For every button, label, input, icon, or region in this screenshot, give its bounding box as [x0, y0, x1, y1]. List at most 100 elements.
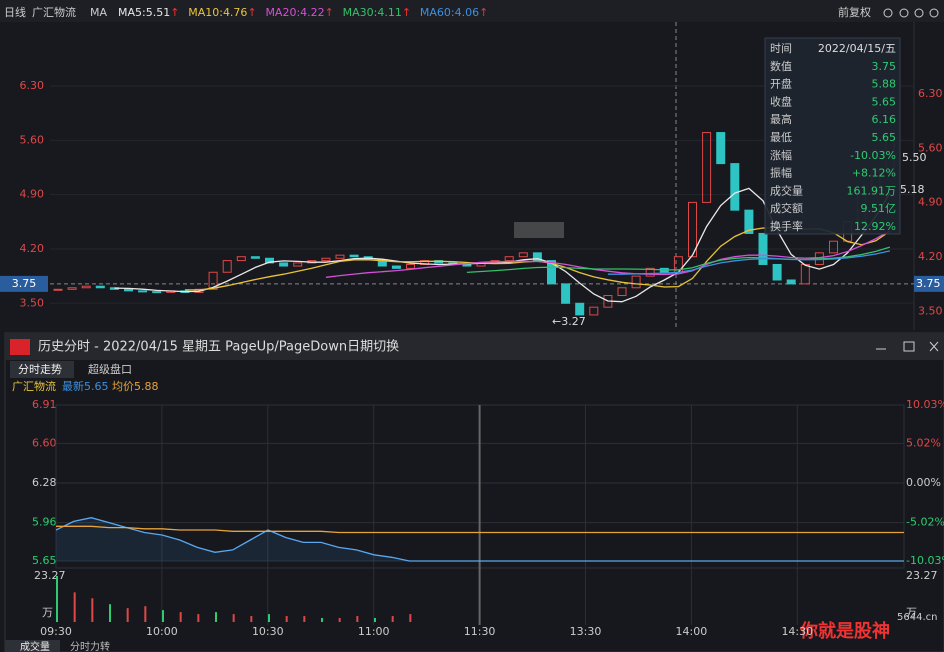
candle	[758, 232, 768, 265]
tooltip-key: 换手率	[770, 219, 803, 233]
volume-bar	[232, 614, 235, 622]
tooltip-value: -10.03%	[850, 149, 896, 162]
y-tick-label-right: 4.20	[918, 250, 943, 263]
tab[interactable]: 分时走势	[18, 363, 62, 376]
pct-label: -10.03%	[906, 554, 944, 567]
candle	[321, 257, 331, 262]
y-tick-label: 5.65	[32, 554, 57, 567]
candle	[138, 290, 148, 293]
candle	[67, 287, 77, 290]
ma-value: MA60:4.06	[420, 6, 479, 19]
tooltip	[764, 37, 901, 235]
tooltip-key: 成交量	[770, 183, 803, 197]
volume-bar	[144, 606, 147, 622]
time-label: 09:30	[40, 625, 72, 638]
candle	[53, 288, 63, 291]
vol-top-right: 23.27	[906, 569, 938, 582]
y-tick-label: 3.50	[20, 296, 45, 309]
ma-arrow: ↑	[479, 6, 488, 19]
volume-bar	[409, 614, 412, 622]
candle	[561, 283, 571, 304]
y-tick-label: 6.91	[32, 398, 57, 411]
vol-unit: 万	[42, 606, 53, 619]
vol-unit-right: 万	[906, 606, 917, 619]
watermark: 你就是股神	[799, 620, 890, 642]
y-tick-label: 5.96	[32, 516, 57, 529]
volume-bar	[109, 604, 111, 622]
tooltip-key: 收盘	[770, 94, 792, 108]
info-latest: 最新5.65	[62, 379, 109, 393]
volume-bar	[321, 618, 323, 622]
candle	[462, 263, 472, 267]
tooltip-value: 6.16	[872, 113, 897, 126]
candle	[250, 256, 260, 259]
time-label: 11:30	[464, 625, 496, 638]
volume-bar	[126, 608, 129, 622]
candle	[716, 132, 726, 165]
ma-value: MA5:5.51	[118, 6, 170, 19]
maximize[interactable]	[903, 341, 915, 352]
y-tick-label-right: 6.30	[918, 87, 943, 100]
y-tick-label: 5.60	[20, 133, 45, 146]
ma-line	[607, 250, 891, 275]
icon-undo[interactable]	[899, 8, 909, 18]
y-tick-label: 6.28	[32, 476, 57, 489]
volume-bar	[391, 616, 394, 622]
price	[55, 517, 904, 562]
candle	[391, 265, 401, 269]
volume-bar	[91, 598, 94, 622]
tooltip-value: 5.88	[872, 78, 897, 91]
bottom-tab[interactable]: 成交量	[20, 640, 50, 652]
tooltip-key: 时间	[770, 42, 792, 55]
tab-active[interactable]	[10, 361, 74, 378]
volume-bar	[338, 618, 341, 622]
candle	[222, 260, 232, 273]
ma-line	[466, 246, 891, 274]
tooltip-key: 开盘	[770, 77, 792, 91]
candle	[81, 285, 91, 289]
candle	[504, 256, 514, 262]
current-price-box	[0, 275, 48, 292]
top-bar	[0, 0, 944, 22]
y-tick-label: 4.90	[20, 188, 45, 201]
pct-label: 0.00%	[906, 476, 941, 489]
pct-label: 10.03%	[906, 398, 944, 411]
icon-lock[interactable]	[883, 8, 893, 18]
close[interactable]	[929, 341, 939, 352]
stock-name: 广汇物流	[32, 5, 76, 19]
watermark-site: 5644.cn	[897, 612, 937, 623]
icon-zoom-out[interactable]	[929, 8, 939, 18]
candle	[349, 254, 359, 258]
icon-zoom-in[interactable]	[914, 8, 924, 18]
candle	[265, 257, 274, 264]
y-tick-label-right: 5.60	[918, 141, 943, 154]
tooltip-value: 2022/04/15/五	[818, 42, 896, 55]
tab[interactable]: 超级盘口	[88, 362, 132, 376]
time-label: 14:30	[781, 625, 813, 638]
low-label: ←3.27	[552, 315, 586, 328]
candle	[335, 254, 345, 259]
tooltip-value: 9.51亿	[861, 202, 897, 215]
tooltip-key: 成交额	[770, 201, 803, 215]
blurred-area	[514, 222, 564, 238]
candle	[406, 263, 415, 269]
price-area	[56, 517, 904, 561]
period[interactable]: 日线	[4, 5, 26, 19]
tooltip-key: 数值	[770, 60, 792, 73]
candle	[786, 279, 796, 285]
candle	[95, 285, 105, 289]
tooltip-key: 涨幅	[770, 149, 792, 162]
volume-bar	[73, 592, 76, 622]
ma-arrow: ↑	[325, 6, 334, 19]
bottom-tab-active[interactable]	[5, 640, 60, 652]
time-label: 11:00	[358, 625, 390, 638]
adjust[interactable]: 前复权	[838, 5, 871, 19]
marker: 5.50	[902, 151, 927, 164]
time-label: 14:00	[676, 625, 708, 638]
tooltip-key: 最低	[770, 131, 792, 144]
ma-value: MA30:4.11	[343, 6, 402, 19]
bottom-tab[interactable]: 分时力转	[70, 640, 110, 652]
info-stock: 广汇物流	[12, 379, 56, 393]
candle	[645, 267, 655, 277]
